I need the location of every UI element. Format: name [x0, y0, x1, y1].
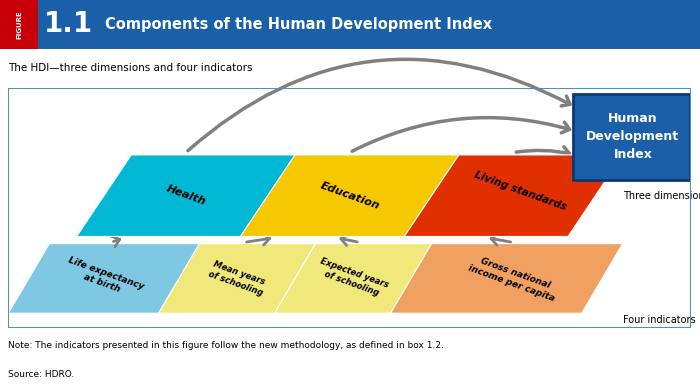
Polygon shape	[8, 244, 199, 313]
Text: Expected years
of schooling: Expected years of schooling	[316, 257, 391, 300]
Text: Human
Development
Index: Human Development Index	[587, 112, 680, 161]
Text: The HDI—three dimensions and four indicators: The HDI—three dimensions and four indica…	[8, 63, 253, 73]
Bar	[0, 0, 38, 49]
Text: Source: HDRO.: Source: HDRO.	[8, 370, 75, 379]
Text: Mean years
of schooling: Mean years of schooling	[206, 259, 267, 298]
Polygon shape	[77, 155, 295, 236]
Text: Note: The indicators presented in this figure follow the new methodology, as def: Note: The indicators presented in this f…	[8, 340, 444, 350]
Text: 1.1: 1.1	[43, 11, 92, 38]
Polygon shape	[241, 155, 459, 236]
Text: Four indicators: Four indicators	[623, 316, 695, 325]
Text: Gross national
income per capita: Gross national income per capita	[467, 254, 560, 303]
Polygon shape	[391, 244, 623, 313]
Polygon shape	[274, 244, 431, 313]
Text: Three dimensions: Three dimensions	[623, 191, 700, 201]
FancyBboxPatch shape	[573, 94, 689, 180]
Text: FIGURE: FIGURE	[16, 10, 22, 39]
Text: Life expectancy
at birth: Life expectancy at birth	[63, 256, 145, 301]
Text: Living standards: Living standards	[473, 170, 568, 212]
Text: Education: Education	[318, 180, 381, 211]
Text: Health: Health	[164, 184, 207, 207]
Text: Components of the Human Development Index: Components of the Human Development Inde…	[105, 17, 492, 32]
Polygon shape	[405, 155, 623, 236]
Polygon shape	[158, 244, 316, 313]
